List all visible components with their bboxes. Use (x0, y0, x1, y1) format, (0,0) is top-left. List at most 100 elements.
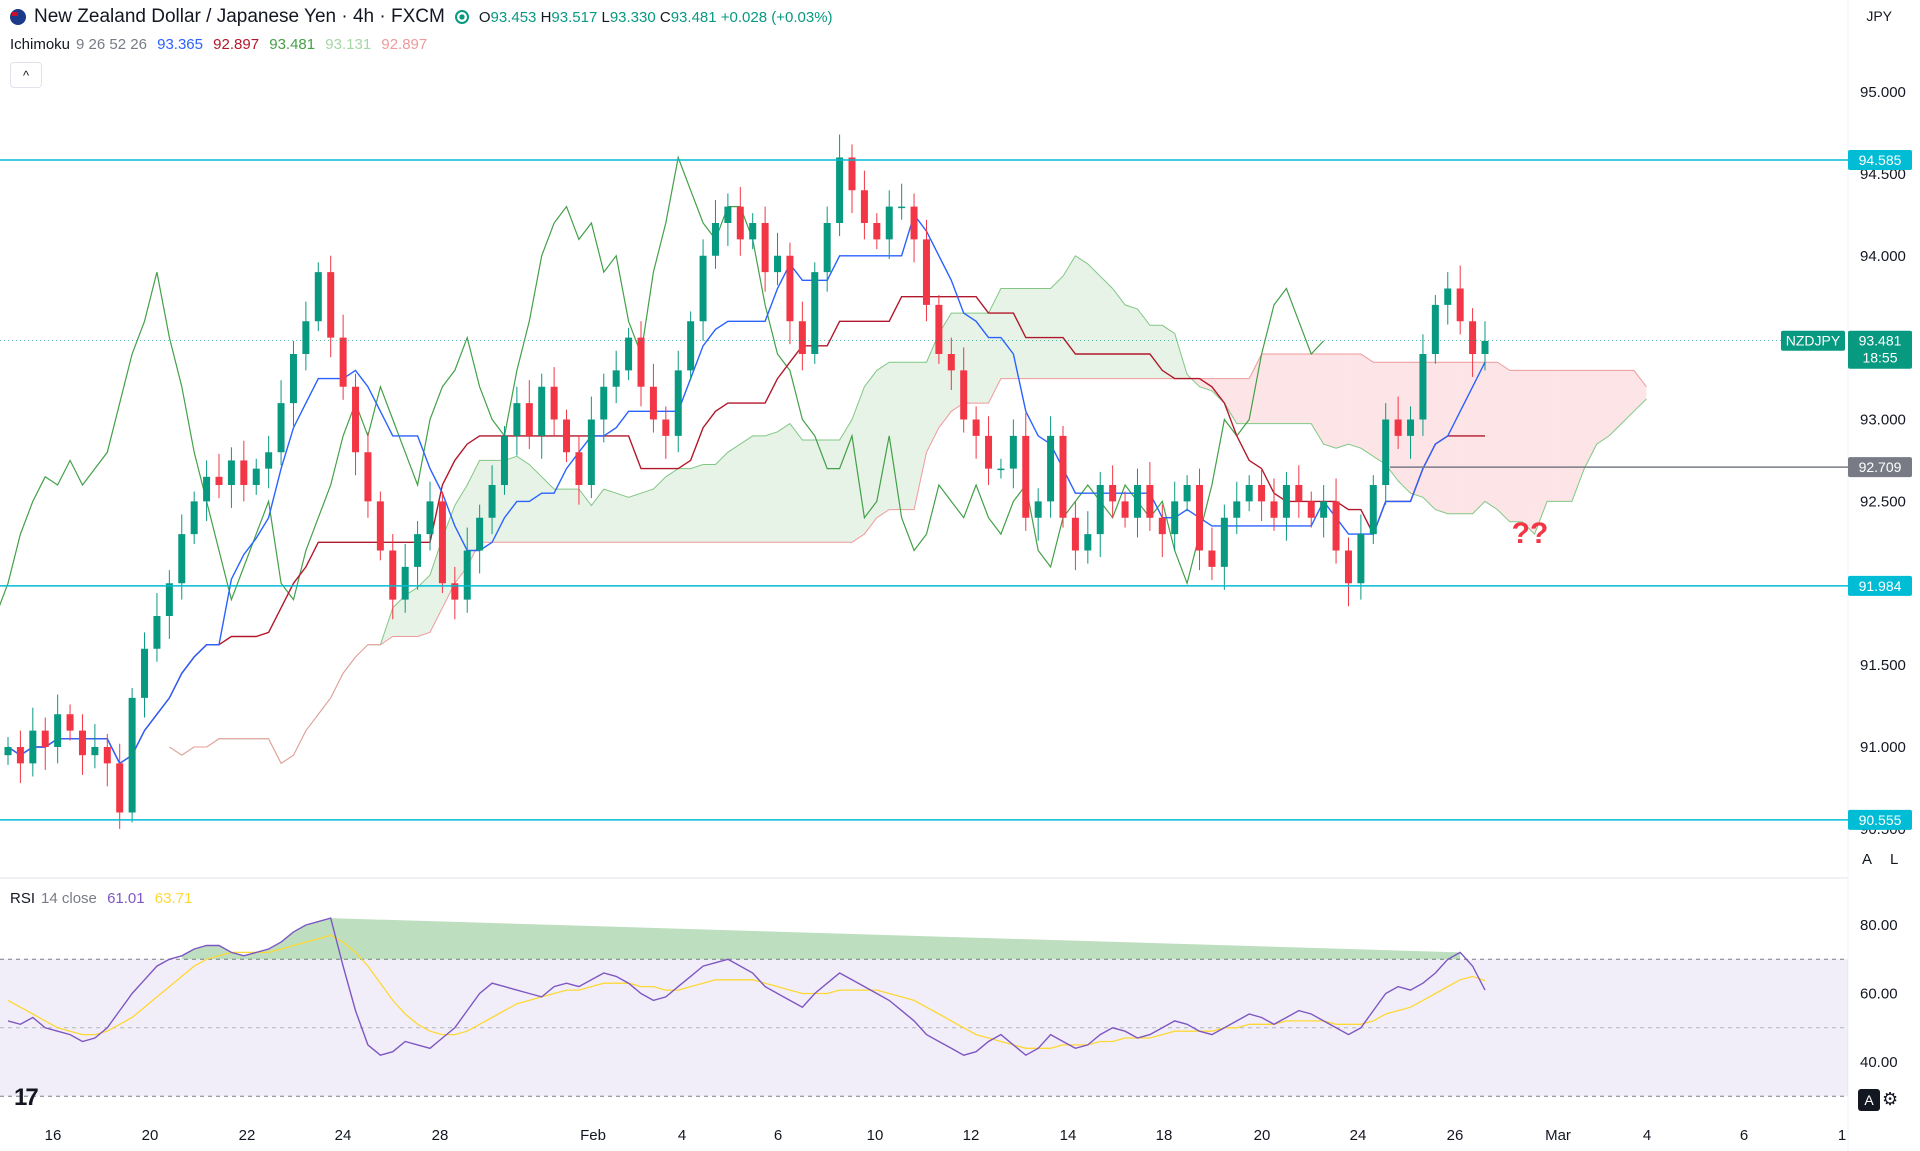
cloud-segment (1025, 288, 1039, 379)
rsi-overbought-fill (181, 918, 1461, 960)
rsi-legend[interactable]: RSI 14 close 61.01 63.71 (10, 890, 198, 907)
cloud-segment (1149, 325, 1163, 379)
candle-body (960, 370, 968, 420)
cloud-segment (926, 333, 939, 453)
candle-body (1258, 485, 1266, 502)
nzd-flag-icon (10, 9, 26, 25)
x-tick-label: 6 (1740, 1127, 1748, 1144)
cloud-segment (765, 431, 778, 543)
settings-gear-icon[interactable]: ⚙ (1882, 1089, 1899, 1109)
candle-body (823, 223, 831, 273)
candle-body (1121, 501, 1129, 518)
rsi-ma-value: 63.71 (154, 890, 193, 907)
candle-body (500, 435, 508, 485)
candle-body (1022, 435, 1030, 518)
last-price-label-bg (1848, 330, 1912, 369)
currency-label[interactable]: JPY (1866, 8, 1892, 24)
candle-body (625, 337, 633, 371)
candle-body (749, 223, 757, 240)
candle-body (277, 403, 285, 453)
candle-body (1270, 501, 1278, 518)
ichimoku-legend[interactable]: Ichimoku 9 26 52 26 93.365 92.897 93.481 … (10, 36, 433, 53)
level-price-label-bg (1848, 809, 1912, 830)
level-price-label-bg (1848, 575, 1912, 596)
cloud-segment (802, 439, 815, 543)
level-price-label: 91.984 (1859, 578, 1902, 594)
y-tick-label: 94.000 (1860, 248, 1906, 265)
cloud-segment (1137, 308, 1150, 379)
cloud-segment (1050, 276, 1063, 379)
candle-body (141, 648, 149, 698)
cloud-segment (827, 439, 840, 543)
rsi-name: RSI (10, 890, 36, 907)
candle-body (29, 730, 37, 764)
candle-body (761, 223, 769, 273)
candle-body (724, 206, 732, 223)
cloud-segment (1199, 378, 1212, 391)
cloud-segment (641, 489, 654, 543)
candle-body (78, 730, 86, 756)
x-tick-label: 16 (45, 1127, 62, 1144)
candle-body (637, 337, 645, 387)
candle-body (587, 419, 595, 485)
rsi-line (7, 917, 1486, 1057)
cloud-segment (392, 595, 406, 637)
candle-body (1084, 534, 1092, 551)
cloud-segment (864, 370, 877, 535)
candle-body (1034, 501, 1042, 518)
candle-body (289, 354, 297, 404)
candle-body (153, 616, 161, 649)
log-scale-button[interactable]: L (1890, 851, 1899, 868)
x-tick-label: 28 (432, 1127, 449, 1144)
cloud-segment (1100, 276, 1113, 379)
candle-body (16, 747, 24, 764)
cloud-segment (566, 489, 579, 543)
candle-body (1282, 485, 1290, 518)
candle-body (662, 419, 670, 436)
cloud-segment (1224, 378, 1237, 424)
rsi-params: 14 close (41, 890, 97, 907)
candle-body (240, 460, 248, 485)
cloud-segment (1348, 354, 1361, 449)
candle-body (538, 386, 546, 436)
candle-body (1096, 485, 1104, 535)
tradingview-logo-icon: 17 (14, 1084, 39, 1111)
cloud-segment (1087, 263, 1101, 379)
ichimoku-name: Ichimoku (10, 36, 71, 53)
cloud-segment (554, 489, 567, 543)
candle-body (1295, 485, 1303, 502)
candle-body (811, 272, 819, 354)
candle-body (178, 534, 186, 584)
cloud-segment (1075, 255, 1088, 379)
y-tick-label: 93.000 (1860, 412, 1906, 429)
market-status-icon (454, 10, 469, 24)
symbol-title[interactable]: New Zealand Dollar / Japanese Yen · 4h ·… (34, 6, 445, 27)
candle-body (1071, 517, 1079, 551)
candle-body (860, 190, 868, 223)
x-tick-label: 20 (142, 1127, 159, 1144)
candle-body (265, 452, 273, 469)
cloud-segment (1522, 370, 1535, 535)
cloud-segment (1013, 288, 1026, 379)
cloud-segment (1298, 354, 1312, 424)
x-tick-label: 4 (678, 1127, 686, 1144)
candle-body (103, 747, 111, 764)
candle-body (476, 517, 484, 551)
cloud-segment (1063, 255, 1076, 379)
auto-scale-rsi-button[interactable]: A (1858, 1089, 1880, 1111)
candle-countdown-label: 18:55 (1862, 350, 1897, 366)
candle-body (165, 583, 173, 616)
collapse-legend-button[interactable]: ^ (10, 62, 42, 88)
candle-body (1158, 517, 1166, 535)
symbol-tag-bg (1781, 330, 1845, 351)
auto-scale-button[interactable]: A (1862, 851, 1873, 868)
candle-body (873, 223, 881, 240)
x-tick-label: Mar (1545, 1127, 1571, 1144)
x-tick-label: 4 (1643, 1127, 1651, 1144)
candle-body (922, 239, 930, 305)
cloud-segment (1460, 362, 1473, 514)
candle-body (1208, 550, 1216, 567)
candle-body (54, 714, 62, 747)
candle-body (798, 321, 806, 354)
